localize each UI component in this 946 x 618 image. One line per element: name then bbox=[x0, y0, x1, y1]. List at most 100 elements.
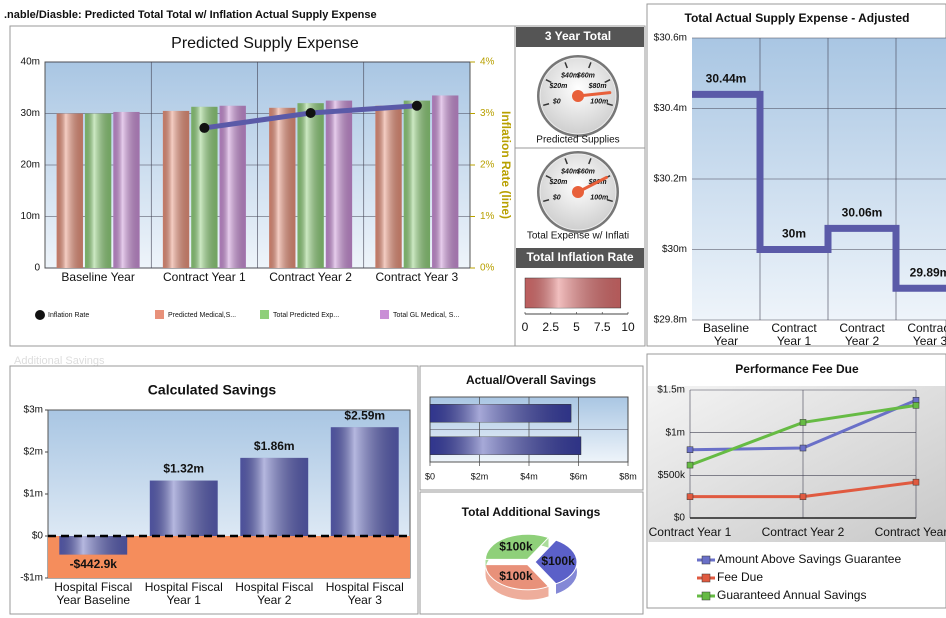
tick-label: 100m bbox=[590, 99, 608, 106]
x-tick-label: Contract Year 2 bbox=[269, 271, 352, 284]
data-label: -$442.9k bbox=[70, 557, 118, 571]
gauge-label: Predicted Supplies bbox=[536, 135, 619, 146]
y-tick-label: $0 bbox=[32, 531, 44, 542]
bar-highlight bbox=[113, 111, 140, 268]
chart-title: Predicted Supply Expense bbox=[171, 35, 359, 52]
line-point bbox=[799, 493, 807, 500]
tick-label: $20m bbox=[548, 179, 567, 186]
tick-label: $40m bbox=[560, 168, 579, 175]
y-tick-label: $29.8m bbox=[654, 315, 687, 326]
y-tick-label: $2m bbox=[24, 447, 43, 458]
x-tick-label: Contract Year 2 bbox=[269, 271, 352, 284]
legend-marker bbox=[155, 310, 164, 319]
legend-marker bbox=[260, 310, 269, 319]
bar-highlight bbox=[162, 110, 190, 268]
line-point bbox=[686, 461, 694, 469]
tick-mark bbox=[564, 62, 568, 69]
tick-mark bbox=[606, 199, 613, 203]
line-point bbox=[199, 122, 210, 133]
header-title: .nable/Diasble: Predicted Total Total w/… bbox=[4, 9, 377, 21]
legend-label: Inflation Rate bbox=[48, 312, 89, 319]
x-tick-label: Hospital Fiscal Year 2 bbox=[235, 581, 314, 607]
bar-highlight bbox=[375, 105, 402, 269]
tick-label: 100m bbox=[590, 195, 608, 202]
chart-title: Performance Fee Due bbox=[735, 362, 859, 376]
line-point bbox=[686, 493, 694, 500]
legend-label: Predicted Medical,S... bbox=[168, 312, 236, 319]
legend-marker bbox=[701, 573, 711, 583]
legend-marker bbox=[35, 310, 45, 320]
x-tick-label: Hospital Fiscal Year 3 bbox=[325, 581, 404, 607]
y2-tick-label: 2% bbox=[480, 160, 495, 171]
legend-label: Fee Due bbox=[717, 570, 763, 584]
bar-highlight bbox=[403, 100, 431, 268]
line-point bbox=[686, 446, 694, 453]
bar-highlight bbox=[430, 404, 572, 423]
gauge-hub bbox=[572, 186, 584, 198]
data-label: 30.06m bbox=[842, 206, 883, 220]
x-tick-label: $4m bbox=[520, 471, 538, 481]
legend-marker bbox=[701, 555, 711, 565]
x-tick-label: Contract Year 1 bbox=[163, 271, 246, 284]
y-tick-label: 40m bbox=[21, 57, 40, 68]
legend-marker bbox=[380, 310, 389, 319]
legend-label: Amount Above Savings Guarantee bbox=[717, 552, 901, 566]
x-tick-label: Baseline Year bbox=[702, 322, 750, 348]
line-point bbox=[305, 107, 316, 118]
tick-label: $0 bbox=[552, 195, 561, 202]
tick-mark bbox=[588, 158, 592, 165]
pie-slice bbox=[484, 533, 550, 560]
bar-highlight bbox=[325, 100, 353, 268]
x-tick-label: Baseline Year bbox=[702, 322, 750, 348]
data-label: $1.32m bbox=[163, 462, 204, 476]
legend-label: Total Predicted Exp... bbox=[273, 312, 339, 319]
x-tick-label: 10 bbox=[621, 320, 635, 334]
bar-highlight bbox=[191, 106, 218, 269]
x-tick-label: Hospital Fiscal Year 2 bbox=[235, 581, 314, 607]
tick-label: $60m bbox=[576, 168, 595, 175]
line-point bbox=[799, 444, 807, 452]
data-label: 30.44m bbox=[706, 72, 747, 86]
chart-title: Total Actual Supply Expense - Adjusted bbox=[685, 11, 910, 25]
x-tick-label: Hospital Fiscal Year 1 bbox=[145, 581, 223, 607]
y2-tick-label: 0% bbox=[480, 263, 495, 274]
x-tick-label: Contract Year 1 bbox=[649, 525, 732, 539]
bar-highlight bbox=[59, 536, 128, 555]
chart-title: Total Additional Savings bbox=[462, 505, 601, 519]
x-tick-label: Contract Year 3 bbox=[875, 525, 946, 539]
header-bar bbox=[0, 3, 645, 25]
x-tick-label: 0 bbox=[522, 320, 529, 334]
x-tick-label: Contract Year 1 bbox=[771, 322, 817, 348]
y2-tick-label: 4% bbox=[480, 57, 495, 68]
y-tick-label: $1.5m bbox=[657, 385, 685, 396]
bar-highlight bbox=[432, 95, 459, 268]
chart-title: 3 Year Total bbox=[545, 29, 611, 43]
y-tick-label: $1m bbox=[666, 427, 685, 438]
x-tick-label: Contract Year 3 bbox=[907, 322, 946, 348]
x-tick-label: Baseline Year bbox=[61, 271, 134, 284]
tick-mark bbox=[588, 62, 592, 69]
gauge-label: Total Expense w/ Inflati bbox=[527, 231, 629, 242]
bar-highlight bbox=[525, 278, 621, 308]
x-tick-label: Contract Year 1 bbox=[771, 322, 817, 348]
x-tick-label: Contract Year 2 bbox=[839, 322, 884, 348]
y-tick-label: 0 bbox=[34, 263, 40, 274]
bar-highlight bbox=[149, 480, 218, 536]
bar-highlight bbox=[84, 113, 112, 268]
tick-mark bbox=[606, 103, 613, 107]
y-tick-label: $30.4m bbox=[654, 103, 687, 114]
gauge-hub bbox=[572, 90, 584, 102]
y-tick-label: $1m bbox=[24, 489, 43, 500]
x-tick-label: $8m bbox=[619, 471, 637, 481]
data-label: 30m bbox=[782, 227, 806, 241]
y-tick-label: $30.6m bbox=[654, 33, 687, 44]
bar-highlight bbox=[330, 427, 399, 536]
y-tick-label: 30m bbox=[21, 108, 40, 119]
data-label: $100k bbox=[499, 540, 533, 554]
section-title: Additional Savings bbox=[14, 355, 105, 367]
data-label: $2.59m bbox=[344, 408, 385, 422]
x-tick-label: 2.5 bbox=[542, 320, 559, 334]
x-tick-label: $0 bbox=[425, 471, 435, 481]
y2-tick-label: 3% bbox=[480, 108, 495, 119]
